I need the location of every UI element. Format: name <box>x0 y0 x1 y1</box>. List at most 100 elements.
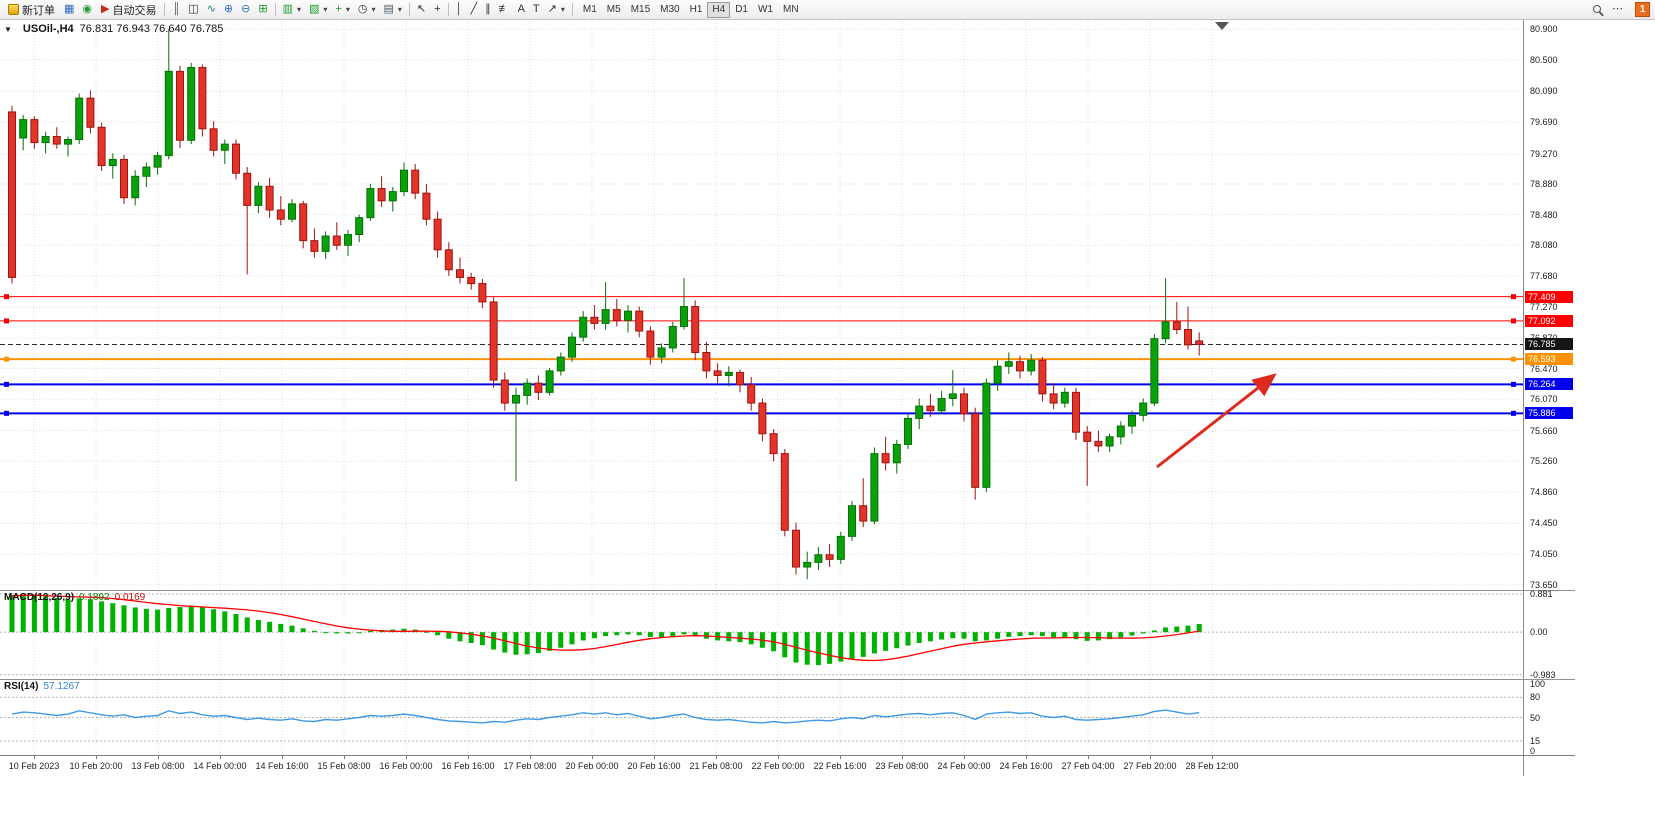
new-order-button[interactable]: 新订单 <box>3 1 60 18</box>
chevron-down-icon: ▾ <box>323 5 328 14</box>
price-axis-label: 74.050 <box>1530 548 1558 559</box>
timeframe-D1[interactable]: D1 <box>730 2 753 18</box>
timeframe-M15[interactable]: M15 <box>626 2 655 18</box>
fibonacci-tool-button[interactable]: ≢ <box>495 1 514 18</box>
rsi-axis-label: 80 <box>1530 692 1541 703</box>
cursor-button[interactable]: ↖ <box>413 1 430 18</box>
current-price-label: 76.785 <box>1525 338 1573 351</box>
time-axis-label: 10 Feb 2023 <box>8 761 60 771</box>
new-chart-button[interactable]: ▦ <box>60 1 78 18</box>
time-axis-label: 17 Feb 08:00 <box>503 761 557 771</box>
price-axis[interactable]: 80.900 80.500 80.090 79.690 79.270 78.880 78.4… <box>1523 20 1575 590</box>
auto-trading-icon: ▶ <box>101 3 110 15</box>
macd-axis-label: 0.00 <box>1530 627 1548 638</box>
chevron-down-icon: ▾ <box>371 5 376 14</box>
price-axis-label: 77.270 <box>1530 302 1558 313</box>
profiles-button[interactable]: ◉ <box>78 1 96 18</box>
auto-trading-button[interactable]: ▶ 自动交易 <box>96 1 161 18</box>
time-axis-label: 14 Feb 00:00 <box>193 761 247 771</box>
candlestick-icon: ◫ <box>188 3 199 15</box>
price-axis-label: 79.690 <box>1530 116 1558 127</box>
trendline-icon: ╱ <box>470 3 478 15</box>
price-axis-label: 80.900 <box>1530 24 1558 35</box>
time-axis-label: 28 Feb 12:00 <box>1185 761 1239 771</box>
search-button[interactable] <box>1589 1 1608 18</box>
candlestick-chart-button[interactable]: ◫ <box>184 1 202 18</box>
channel-icon: ∥ <box>485 3 491 15</box>
arrange-windows-button[interactable]: ▧ ▾ <box>305 1 331 18</box>
time-axis-tick <box>840 756 841 759</box>
time-axis-label: 13 Feb 08:00 <box>131 761 185 771</box>
price-axis-label: 75.660 <box>1530 425 1558 436</box>
chart-window: ▼ USOil-,H4 76.831 76.943 76.640 76.785 … <box>0 20 1575 776</box>
price-line-label: 76.264 <box>1525 378 1573 391</box>
time-axis-label: 23 Feb 08:00 <box>875 761 929 771</box>
template-button[interactable]: ▤ ▾ <box>379 1 405 18</box>
timeframe-W1[interactable]: W1 <box>753 2 778 18</box>
rsi-panel: RSI(14) 57.1267 100 80 50 15 0 <box>0 679 1575 756</box>
timeframe-M30[interactable]: M30 <box>655 2 684 18</box>
price-axis-label: 79.270 <box>1530 149 1558 160</box>
time-axis-tick <box>716 756 717 759</box>
macd-axis: 0.881 0.00 -0.983 <box>1523 589 1575 680</box>
zoom-in-button[interactable]: ⊕ <box>220 1 237 18</box>
macd-plot-area[interactable]: MACD(12,26,9) 0.1892 0.0169 <box>0 591 1523 679</box>
timeframe-MN[interactable]: MN <box>778 2 804 18</box>
chart-ohlc-values: 76.831 76.943 76.640 76.785 <box>79 23 224 35</box>
fibonacci-icon: ≢ <box>498 3 510 15</box>
time-axis[interactable]: 10 Feb 2023 10 Feb 20:00 13 Feb 08:00 14 Fe… <box>0 756 1523 776</box>
price-line-label: 77.409 <box>1525 290 1573 303</box>
time-axis-label: 24 Feb 00:00 <box>937 761 991 771</box>
macd-label: MACD(12,26,9) <box>4 592 75 603</box>
price-axis-label: 80.500 <box>1530 54 1558 65</box>
notification-badge[interactable]: 1 <box>1635 2 1650 17</box>
period-button[interactable]: ◷ ▾ <box>354 1 380 18</box>
price-line-label: 77.092 <box>1525 314 1573 327</box>
profiles-icon: ◉ <box>82 3 93 15</box>
add-indicator-button[interactable]: + ▾ <box>331 1 353 18</box>
more-button[interactable]: ⋯ <box>1608 1 1627 18</box>
cascade-windows-icon: ▥ <box>282 3 293 15</box>
timeframe-H1[interactable]: H1 <box>685 2 708 18</box>
bottom-margin <box>0 776 1655 823</box>
zoom-out-icon: ⊖ <box>241 3 251 15</box>
timeframe-H4[interactable]: H4 <box>707 1 731 18</box>
line-chart-button[interactable]: ∿ <box>203 1 220 18</box>
zoom-out-button[interactable]: ⊖ <box>237 1 254 18</box>
new-order-label: 新订单 <box>22 4 55 17</box>
channel-tool-button[interactable]: ∥ <box>481 1 495 18</box>
chart-shift-marker <box>1215 22 1229 30</box>
cursor-icon: ↖ <box>416 3 427 15</box>
text-tool-button[interactable]: A <box>514 1 529 18</box>
timeframe-M1[interactable]: M1 <box>578 2 602 18</box>
rsi-axis: 100 80 50 15 0 <box>1523 679 1575 756</box>
chart-plot-area[interactable]: ▼ USOil-,H4 76.831 76.943 76.640 76.785 <box>0 20 1523 590</box>
add-indicator-icon: + <box>335 3 342 15</box>
chart-header: ▼ USOil-,H4 76.831 76.943 76.640 76.785 <box>4 23 223 35</box>
tile-windows-button[interactable]: ⊞ <box>254 1 271 18</box>
timeframe-M5[interactable]: M5 <box>602 2 626 18</box>
vertical-line-tool-button[interactable]: │ <box>452 1 467 18</box>
label-tool-button[interactable]: T <box>529 1 544 18</box>
bar-chart-button[interactable]: ║ <box>168 1 184 18</box>
crosshair-button[interactable]: + <box>430 1 444 18</box>
cascade-windows-button[interactable]: ▥ ▾ <box>279 1 305 18</box>
rsi-plot-area[interactable]: RSI(14) 57.1267 <box>0 680 1523 755</box>
rsi-label: RSI(14) <box>4 681 39 692</box>
time-axis-tick <box>1212 756 1213 759</box>
rsi-value: 57.1267 <box>43 681 80 692</box>
tile-windows-icon: ⊞ <box>258 3 268 15</box>
time-axis-row: 10 Feb 2023 10 Feb 20:00 13 Feb 08:00 14 Fe… <box>0 756 1575 776</box>
rsi-header: RSI(14) 57.1267 <box>4 681 80 692</box>
time-axis-tick <box>468 756 469 759</box>
price-axis-label: 78.480 <box>1530 209 1558 220</box>
trendline-tool-button[interactable]: ╱ <box>466 1 481 18</box>
main-chart-panel: ▼ USOil-,H4 76.831 76.943 76.640 76.785 … <box>0 20 1575 591</box>
time-axis-label: 16 Feb 00:00 <box>379 761 433 771</box>
time-axis-tick <box>592 756 593 759</box>
price-axis-label: 74.450 <box>1530 518 1558 529</box>
time-axis-tick <box>902 756 903 759</box>
one-click-trading-toggle[interactable]: ▼ <box>4 25 12 34</box>
shapes-tool-button[interactable]: ↗ ▾ <box>544 1 569 18</box>
candlestick-chart-svg <box>0 20 1523 590</box>
